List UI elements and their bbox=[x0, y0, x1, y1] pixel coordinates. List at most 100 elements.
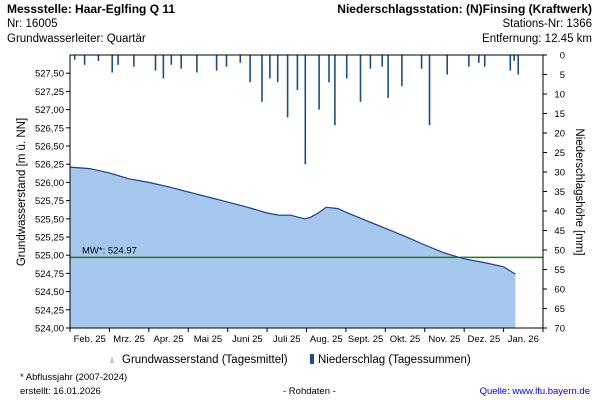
precip-bar bbox=[162, 55, 165, 79]
x-tick-label: Apr. 25 bbox=[153, 334, 183, 345]
precip-bar bbox=[468, 55, 470, 67]
right-tick-label: 30 bbox=[554, 168, 565, 179]
precip-bar bbox=[369, 55, 372, 69]
left-tick-label: 525,25 bbox=[35, 233, 64, 244]
source-link[interactable]: www.lfu.bayern.de bbox=[512, 386, 590, 397]
x-tick-label: Jan. 26 bbox=[508, 334, 539, 345]
plot-frame bbox=[69, 54, 544, 329]
aquifer-label: Grundwasserleiter: Quartär bbox=[7, 33, 146, 45]
precip-bar bbox=[387, 55, 389, 98]
station-title: Messstelle: Haar-Eglfing Q 11 bbox=[7, 2, 176, 16]
source: Quelle: www.lfu.bayern.de bbox=[480, 386, 590, 397]
precip-bar bbox=[261, 55, 263, 102]
left-tick-label: 524,75 bbox=[35, 269, 64, 280]
precip-bar bbox=[296, 55, 299, 91]
right-tick-label: 20 bbox=[554, 129, 565, 140]
distance-label: Entfernung: 12.45 km bbox=[482, 33, 592, 45]
right-tick-label: 65 bbox=[554, 304, 565, 315]
created-date: erstellt: 16.01.2026 bbox=[20, 386, 101, 397]
precip-bar bbox=[517, 55, 519, 75]
precip-bar bbox=[483, 55, 486, 67]
precip-bar bbox=[420, 55, 423, 69]
precip-bar bbox=[225, 55, 228, 67]
left-tick-label: 525,50 bbox=[35, 214, 64, 225]
precip-bar bbox=[111, 55, 113, 73]
right-tick-label: 55 bbox=[554, 265, 565, 276]
precip-bar bbox=[73, 55, 76, 60]
x-tick-label: Juli 25 bbox=[273, 334, 300, 345]
precip-station-number: Stations-Nr: 1366 bbox=[502, 18, 593, 30]
source-label: Quelle: bbox=[479, 386, 513, 397]
left-tick-label: 526,50 bbox=[35, 142, 64, 153]
left-tick-label: 527,50 bbox=[35, 69, 64, 80]
mean-label: MW*: 524.97 bbox=[82, 245, 137, 256]
legend-bar-swatch bbox=[310, 354, 314, 364]
x-axis-ticks: Feb. 25 Mrz. 25 Apr. 25 Mai 25 Juni 25 Juli 2… bbox=[69, 328, 544, 345]
precip-bar bbox=[239, 55, 242, 63]
left-tick-label: 524,00 bbox=[35, 324, 64, 335]
x-tick-label: Mrz. 25 bbox=[113, 334, 145, 345]
right-tick-label: 5 bbox=[560, 70, 565, 81]
left-tick-label: 527,00 bbox=[35, 105, 64, 116]
precip-bar bbox=[97, 55, 100, 61]
left-tick-label: 526,00 bbox=[35, 178, 64, 189]
left-tick-label: 527,25 bbox=[35, 87, 64, 98]
precip-bar bbox=[328, 55, 330, 83]
precip-bar bbox=[83, 55, 86, 65]
x-tick-label: Dez. 25 bbox=[468, 334, 501, 345]
precip-bar bbox=[401, 55, 403, 87]
right-tick-label: 40 bbox=[554, 207, 565, 218]
precip-bar bbox=[170, 55, 173, 65]
left-tick-label: 525,75 bbox=[35, 196, 64, 207]
precip-bar bbox=[513, 55, 515, 61]
precip-bars bbox=[73, 55, 519, 165]
right-tick-label: 25 bbox=[554, 148, 565, 159]
precip-bar bbox=[318, 55, 320, 110]
precip-bar bbox=[196, 55, 198, 73]
precip-bar bbox=[345, 55, 348, 79]
precip-bar bbox=[428, 55, 431, 126]
station-number: Nr: 16005 bbox=[7, 18, 58, 30]
left-tick-label: 526,25 bbox=[35, 160, 64, 171]
precip-bar bbox=[304, 55, 307, 165]
left-tick-label: 525,00 bbox=[35, 251, 64, 262]
precip-station-title: Niederschlagsstation: (N)Finsing (Kraftw… bbox=[337, 2, 592, 16]
footnote: * Abflussjahr (2007-2024) bbox=[20, 372, 128, 383]
precip-bar bbox=[249, 55, 251, 83]
x-tick-label: Nov. 25 bbox=[428, 334, 460, 345]
groundwater-line bbox=[69, 166, 516, 275]
right-tick-label: 50 bbox=[554, 246, 565, 257]
raw-data-note: - Rohdaten - bbox=[283, 386, 336, 397]
left-axis-ticks: 527,50 527,25 527,00 526,75 526,50 526,25 526,… bbox=[35, 69, 70, 335]
left-tick-label: 526,75 bbox=[35, 123, 64, 134]
right-axis-title: Niederschlagshöhe [mm] bbox=[573, 128, 585, 255]
right-axis-ticks: 0 5 10 15 20 25 30 35 40 45 50 55 60 65 70 bbox=[543, 51, 565, 335]
x-tick-label: Okt. 25 bbox=[390, 334, 421, 345]
x-tick-label: Aug. 25 bbox=[310, 334, 343, 345]
precip-bar bbox=[180, 55, 182, 69]
precip-bar bbox=[381, 55, 383, 67]
precip-bar bbox=[286, 55, 289, 118]
right-tick-label: 0 bbox=[560, 51, 565, 62]
right-tick-label: 45 bbox=[554, 226, 565, 237]
precip-bar bbox=[276, 55, 279, 83]
precip-bar bbox=[509, 55, 512, 71]
left-tick-label: 524,50 bbox=[35, 287, 64, 298]
legend-area-label: Grundwasserstand (Tagesmittel) bbox=[122, 354, 288, 366]
legend-area-swatch bbox=[110, 356, 114, 363]
right-tick-label: 15 bbox=[554, 109, 565, 120]
right-tick-label: 60 bbox=[554, 285, 565, 296]
x-tick-label: Juni 25 bbox=[232, 334, 263, 345]
x-tick-label: Mai 25 bbox=[194, 334, 223, 345]
groundwater-area bbox=[70, 167, 516, 328]
x-tick-label: Sept. 25 bbox=[348, 334, 383, 345]
right-tick-label: 70 bbox=[554, 324, 565, 335]
left-axis-title: Grundwasserstand [m ü. NN] bbox=[16, 118, 28, 266]
precip-bar bbox=[117, 55, 119, 65]
precip-bar bbox=[215, 55, 218, 71]
precip-bar bbox=[478, 55, 480, 63]
left-tick-label: 524,25 bbox=[35, 305, 64, 316]
precip-bar bbox=[133, 55, 135, 67]
right-tick-label: 35 bbox=[554, 187, 565, 198]
